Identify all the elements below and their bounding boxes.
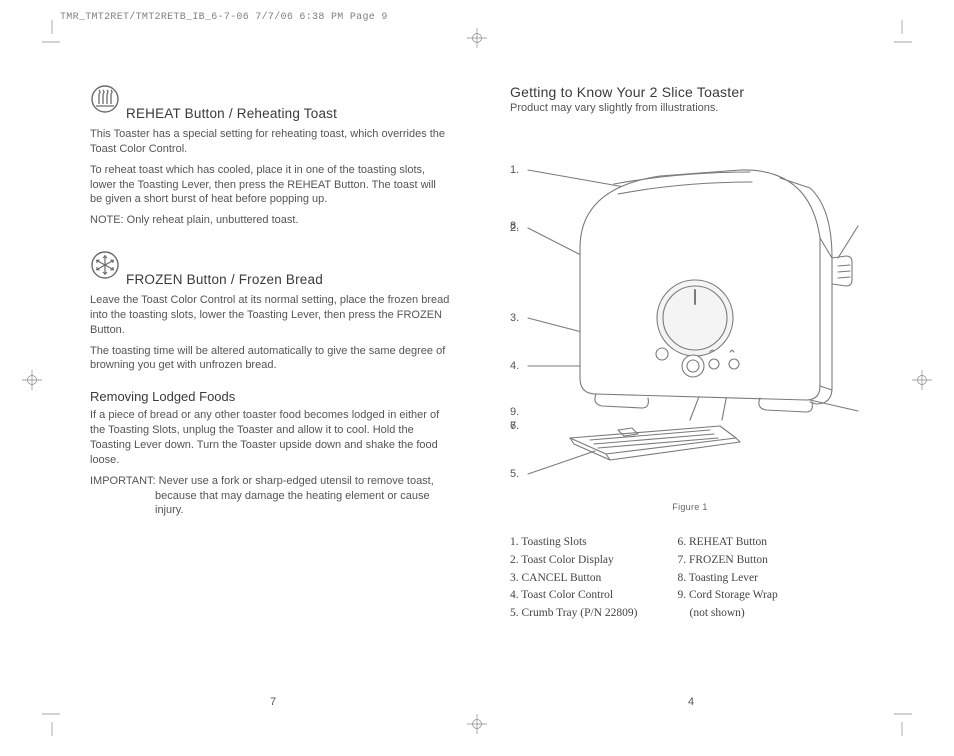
- reg-mark-bottom: [467, 714, 487, 734]
- reg-mark-left: [22, 370, 42, 390]
- part-6: 6. REHEAT Button: [677, 534, 777, 552]
- part-7: 7. FROZEN Button: [677, 552, 777, 570]
- toaster-diagram: 1. 2. 3. 4. 5. 6. 7. 8. 9.: [510, 128, 880, 478]
- callout-8: 8.: [510, 220, 519, 232]
- part-5: 5. Crumb Tray (P/N 22809): [510, 605, 637, 623]
- part-3: 3. CANCEL Button: [510, 570, 637, 588]
- parts-col-right: 6. REHEAT Button 7. FROZEN Button 8. Toa…: [677, 534, 777, 623]
- callout-3: 3.: [510, 312, 519, 324]
- frozen-p1: Leave the Toast Color Control at its nor…: [90, 293, 450, 338]
- crop-mark-br: [892, 706, 912, 736]
- crop-mark-bl: [42, 706, 62, 736]
- frozen-title: FROZEN Button / Frozen Bread: [126, 272, 323, 287]
- crop-mark-tl: [42, 20, 62, 50]
- callout-1: 1.: [510, 164, 519, 176]
- part-1: 1. Toasting Slots: [510, 534, 637, 552]
- part-2: 2. Toast Color Display: [510, 552, 637, 570]
- reheat-p2: To reheat toast which has cooled, place …: [90, 163, 450, 208]
- part-9b: (not shown): [677, 605, 777, 623]
- lodged-p1: If a piece of bread or any other toaster…: [90, 408, 450, 467]
- frozen-icon: [90, 250, 120, 285]
- page-number-left: 7: [270, 696, 276, 708]
- section-frozen: FROZEN Button / Frozen Bread Leave the T…: [90, 250, 450, 373]
- part-4: 4. Toast Color Control: [510, 587, 637, 605]
- section-reheat: REHEAT Button / Reheating Toast This Toa…: [90, 84, 450, 228]
- frozen-p2: The toasting time will be altered automa…: [90, 344, 450, 374]
- toaster-svg: [510, 128, 880, 488]
- part-8: 8. Toasting Lever: [677, 570, 777, 588]
- lodged-important: IMPORTANT: Never use a fork or sharp-edg…: [113, 474, 450, 519]
- callout-7: 7.: [510, 420, 519, 432]
- callout-9: 9.: [510, 406, 519, 418]
- parts-col-left: 1. Toasting Slots 2. Toast Color Display…: [510, 534, 637, 623]
- page-left: REHEAT Button / Reheating Toast This Toa…: [90, 84, 450, 534]
- section-lodged: Removing Lodged Foods If a piece of brea…: [90, 389, 450, 518]
- parts-list: 1. Toasting Slots 2. Toast Color Display…: [510, 534, 870, 623]
- reheat-p1: This Toaster has a special setting for r…: [90, 127, 450, 157]
- right-title: Getting to Know Your 2 Slice Toaster: [510, 84, 870, 100]
- page-number-right: 4: [688, 696, 694, 708]
- print-header: TMR_TMT2RET/TMT2RETB_IB_6-7-06 7/7/06 6:…: [60, 12, 388, 23]
- lodged-title: Removing Lodged Foods: [90, 389, 450, 404]
- crop-mark-tr: [892, 20, 912, 50]
- figure-caption: Figure 1: [510, 502, 870, 512]
- page-right: Getting to Know Your 2 Slice Toaster Pro…: [510, 84, 870, 623]
- reg-mark-top: [467, 28, 487, 48]
- callout-4: 4.: [510, 360, 519, 372]
- reheat-note: NOTE: Only reheat plain, unbuttered toas…: [90, 213, 450, 228]
- callout-5: 5.: [510, 468, 519, 480]
- part-9: 9. Cord Storage Wrap: [677, 587, 777, 605]
- reheat-title: REHEAT Button / Reheating Toast: [126, 106, 337, 121]
- reheat-icon: [90, 84, 120, 119]
- reg-mark-right: [912, 370, 932, 390]
- right-subtitle: Product may vary slightly from illustrat…: [510, 102, 870, 114]
